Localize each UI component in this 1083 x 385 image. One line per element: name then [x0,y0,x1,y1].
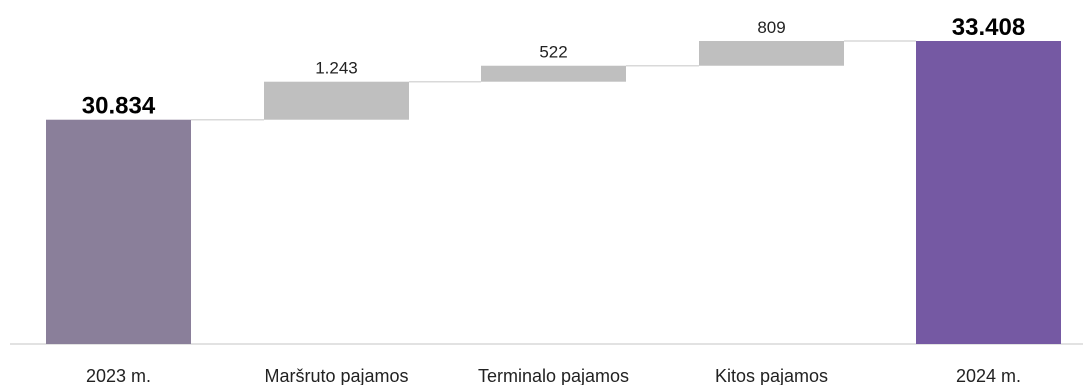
data-label: 809 [757,18,785,37]
category-label: Kitos pajamos [715,366,828,385]
category-label: Maršruto pajamos [264,366,408,385]
delta-bar [264,81,409,120]
category-label: 2023 m. [86,366,151,385]
data-label: 30.834 [82,93,156,120]
data-label: 1.243 [315,59,358,78]
data-label: 33.408 [952,14,1025,41]
category-label: 2024 m. [956,366,1021,385]
delta-bar [699,41,844,66]
data-label: 522 [539,43,567,62]
category-label: Terminalo pajamos [478,366,629,385]
total-bar [916,41,1061,344]
delta-bar [481,65,626,82]
total-bar [46,119,191,344]
